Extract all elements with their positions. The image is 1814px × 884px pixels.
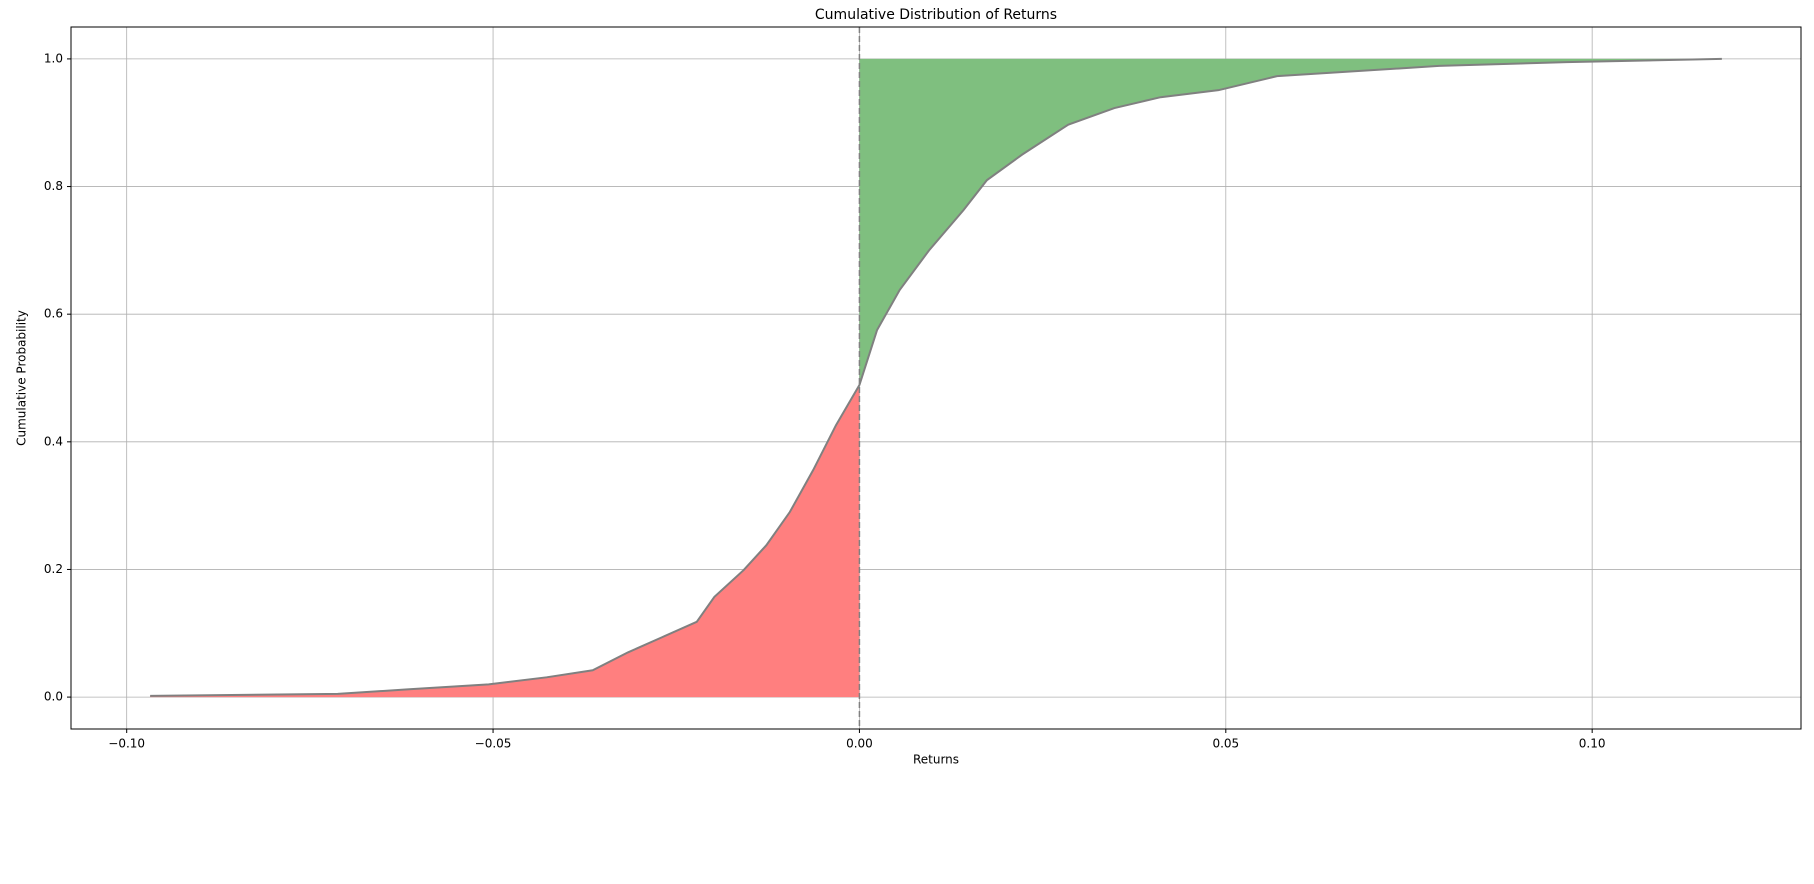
y-tick-label: 0.6 [44,307,63,321]
y-tick-label: 0.8 [44,179,63,193]
x-tick-label: −0.10 [108,737,145,751]
y-tick-label: 0.0 [44,690,63,704]
y-tick-label: 1.0 [44,51,63,65]
positive-area [859,58,1722,386]
x-tick-label: 0.10 [1579,737,1606,751]
y-tick-label: 0.2 [44,562,63,576]
plot-frame [70,26,1802,730]
x-tick-label: 0.00 [846,737,873,751]
negative-area [150,385,860,698]
chart-title: Cumulative Distribution of Returns [815,7,1057,23]
x-tick-label: 0.05 [1212,737,1239,751]
y-axis-label: Cumulative Probability [15,310,29,446]
y-tick-label: 0.4 [44,434,63,448]
cdf-line [150,57,1722,697]
x-tick-label: −0.05 [475,737,512,751]
x-axis-label: Returns [913,753,959,767]
